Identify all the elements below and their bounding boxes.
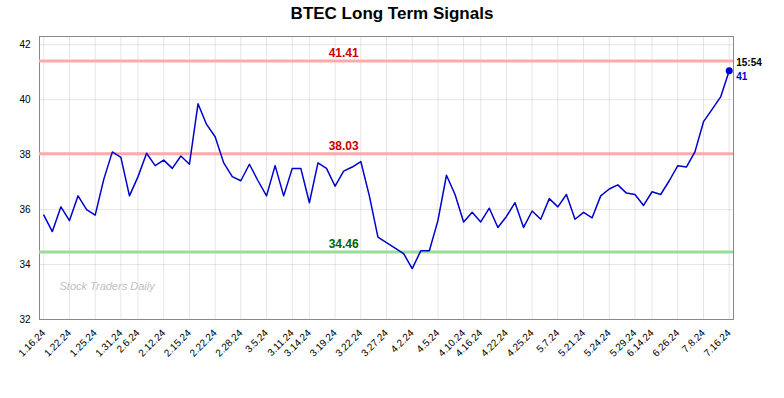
svg-text:15:54: 15:54 <box>736 57 762 68</box>
svg-text:42: 42 <box>19 39 31 50</box>
svg-text:2.12.24: 2.12.24 <box>136 327 168 359</box>
svg-text:5.29.24: 5.29.24 <box>607 327 639 359</box>
svg-text:4.2.24: 4.2.24 <box>388 327 416 355</box>
svg-text:38: 38 <box>19 149 31 160</box>
svg-text:5.24.24: 5.24.24 <box>582 327 614 359</box>
svg-text:34: 34 <box>19 259 31 270</box>
svg-text:6.26.24: 6.26.24 <box>650 327 682 359</box>
svg-text:3.19.24: 3.19.24 <box>307 327 339 359</box>
svg-text:3.27.24: 3.27.24 <box>359 327 391 359</box>
svg-text:1.25.24: 1.25.24 <box>67 327 99 359</box>
html-text:BTEC Long Term Signals: BTEC Long Term Signals <box>290 4 494 23</box>
svg-text:38.03: 38.03 <box>329 139 359 153</box>
svg-text:32: 32 <box>19 314 31 325</box>
svg-text:4.25.24: 4.25.24 <box>504 327 536 359</box>
svg-text:2.6.24: 2.6.24 <box>114 327 142 355</box>
svg-text:4.16.24: 4.16.24 <box>453 327 485 359</box>
svg-text:2.28.24: 2.28.24 <box>213 327 245 359</box>
svg-text:4.5.24: 4.5.24 <box>414 327 442 355</box>
svg-text:4.22.24: 4.22.24 <box>479 327 511 359</box>
svg-text:1.22.24: 1.22.24 <box>42 327 74 359</box>
svg-text:3.11.24: 3.11.24 <box>265 327 296 359</box>
svg-text:34.46: 34.46 <box>329 237 359 251</box>
svg-text:41: 41 <box>736 71 748 82</box>
svg-text:7.16.24: 7.16.24 <box>702 327 734 359</box>
svg-text:5.21.24: 5.21.24 <box>556 327 588 359</box>
svg-text:2.15.24: 2.15.24 <box>162 327 194 359</box>
svg-text:3.5.24: 3.5.24 <box>242 327 271 355</box>
svg-text:1.31.24: 1.31.24 <box>93 327 125 359</box>
svg-text:36: 36 <box>19 204 31 215</box>
svg-text:2.22.24: 2.22.24 <box>187 327 219 359</box>
svg-text:Stock Traders Daily: Stock Traders Daily <box>60 280 157 292</box>
svg-text:6.14.24: 6.14.24 <box>624 327 656 359</box>
svg-text:7.8.24: 7.8.24 <box>679 327 708 355</box>
svg-text:3.14.24: 3.14.24 <box>282 327 314 359</box>
svg-text:3.22.24: 3.22.24 <box>333 327 365 359</box>
svg-text:1.16.24: 1.16.24 <box>16 327 48 359</box>
svg-text:5.7.24: 5.7.24 <box>534 327 562 355</box>
svg-text:40: 40 <box>19 94 31 105</box>
svg-text:4.10.24: 4.10.24 <box>435 327 468 359</box>
svg-text:41.41: 41.41 <box>329 46 359 60</box>
